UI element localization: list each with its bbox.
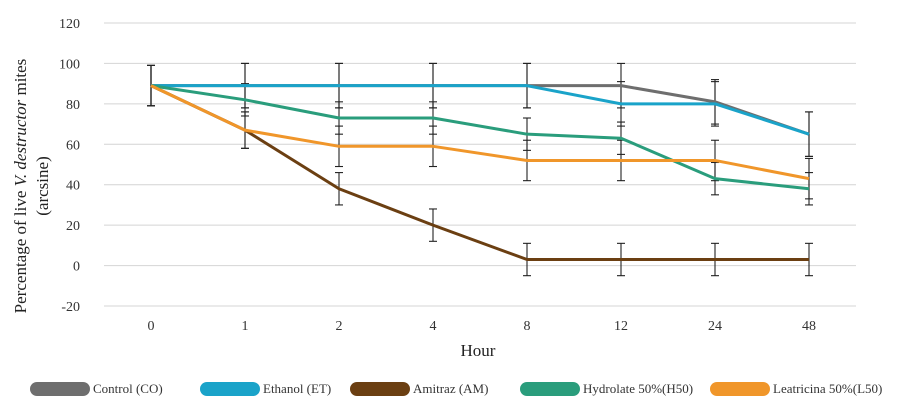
x-tick-label: 4 bbox=[430, 319, 437, 334]
legend-item: Hydrolate 50%(H50) bbox=[520, 381, 693, 396]
y-tick-label: 40 bbox=[66, 179, 80, 194]
y-tick-label: 80 bbox=[66, 98, 80, 113]
legend: Control (CO) Ethanol (ET) Amitraz (AM) Hydr… bbox=[30, 381, 882, 396]
legend-item: Amitraz (AM) bbox=[350, 381, 488, 396]
legend-label: Amitraz (AM) bbox=[413, 381, 488, 396]
x-tick-label: 12 bbox=[614, 319, 628, 334]
series-line-3 bbox=[150, 84, 810, 191]
legend-item: Control (CO) bbox=[30, 381, 163, 396]
y-tick-label: 20 bbox=[66, 219, 80, 234]
x-axis-ticks: 0 1 2 4 8 12 24 48 bbox=[148, 319, 817, 334]
x-tick-label: 2 bbox=[336, 319, 343, 334]
y-axis-title-line1: Percentage of live V. destructor mites bbox=[11, 59, 30, 314]
y-axis-title-post: mites bbox=[11, 59, 30, 100]
y-axis-title-pre: Percentage of live bbox=[11, 186, 30, 313]
x-tick-label: 0 bbox=[148, 319, 155, 334]
legend-item: Leatricina 50%(L50) bbox=[710, 381, 882, 396]
legend-label: Control (CO) bbox=[93, 381, 163, 396]
x-tick-label: 8 bbox=[524, 319, 531, 334]
legend-label: Ethanol (ET) bbox=[263, 381, 331, 396]
legend-swatch bbox=[200, 382, 260, 396]
series-line-2 bbox=[150, 84, 809, 262]
series-line-4 bbox=[150, 84, 810, 181]
series-line-1 bbox=[151, 84, 810, 136]
y-tick-label: 120 bbox=[59, 17, 80, 32]
y-axis-title-line2: (arcsine) bbox=[33, 156, 52, 215]
y-tick-label: 100 bbox=[59, 57, 80, 72]
x-axis-title: Hour bbox=[461, 341, 496, 360]
x-tick-label: 48 bbox=[802, 319, 816, 334]
legend-label: Hydrolate 50%(H50) bbox=[583, 381, 693, 396]
legend-swatch bbox=[710, 382, 770, 396]
y-axis-title-italic: V. destructor bbox=[11, 99, 30, 186]
x-tick-label: 1 bbox=[242, 319, 249, 334]
y-tick-label: 0 bbox=[73, 260, 80, 275]
legend-swatch bbox=[520, 382, 580, 396]
y-tick-label: 60 bbox=[66, 138, 80, 153]
legend-swatch bbox=[30, 382, 90, 396]
x-tick-label: 24 bbox=[708, 319, 722, 334]
y-tick-label: -20 bbox=[61, 300, 80, 315]
legend-item: Ethanol (ET) bbox=[200, 381, 331, 396]
legend-label: Leatricina 50%(L50) bbox=[773, 381, 882, 396]
gridlines bbox=[104, 22, 856, 307]
y-axis-ticks: -20 0 20 40 60 80 100 120 bbox=[59, 17, 80, 315]
series-lines bbox=[150, 84, 810, 262]
legend-swatch bbox=[350, 382, 410, 396]
